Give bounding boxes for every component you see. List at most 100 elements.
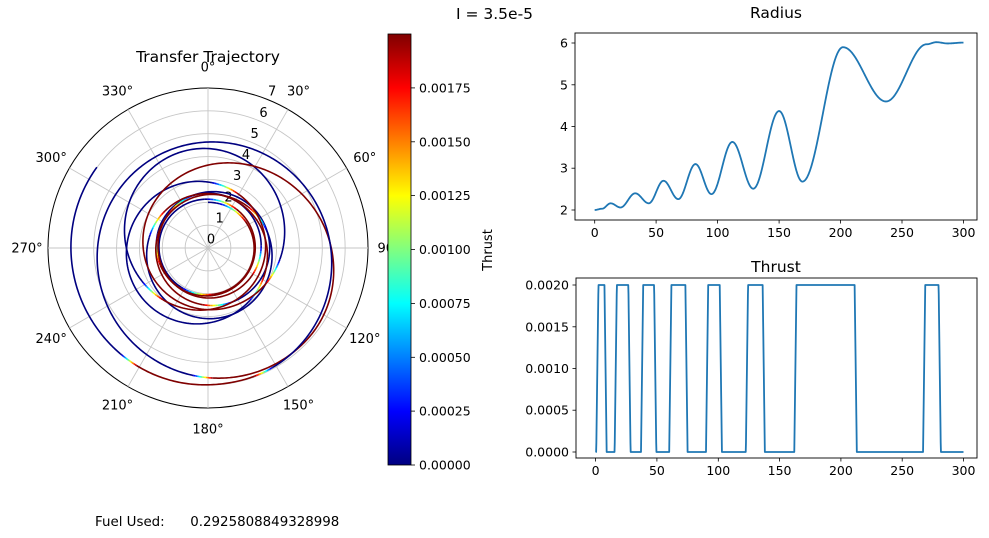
trajectory-path: [250, 296, 254, 300]
polar-trajectory-plot: 012345670°30°60°90°120°150°180°210°240°2…: [11, 61, 400, 438]
x-tick-label: 100: [706, 463, 730, 478]
trajectory-path: [254, 266, 258, 270]
x-tick-label: 50: [649, 463, 665, 478]
trajectory-path: [270, 366, 274, 369]
trajectory-path: [221, 184, 225, 187]
thrust-plot-title: Thrust: [751, 258, 801, 276]
trajectory-path: [157, 216, 161, 220]
radius-series-line: [594, 41, 964, 211]
trajectory-path: [263, 225, 267, 229]
trajectory-path: [145, 285, 149, 289]
y-tick-label: 0.0000: [525, 445, 569, 460]
trajectory-path: [150, 229, 153, 233]
polar-spoke: [69, 247, 209, 329]
trajectory-path: [230, 188, 234, 192]
trajectory-path: [256, 288, 260, 292]
trajectory-path: [183, 287, 187, 291]
trajectory-path: [232, 189, 236, 193]
trajectory-path: [213, 220, 255, 296]
colorbar-gradient-rect: [387, 33, 412, 466]
trajectory-path: [224, 204, 229, 208]
polar-radial-tick-label: 4: [242, 148, 250, 163]
trajectory-path: [259, 219, 263, 223]
trajectory-path: [261, 221, 264, 225]
trajectory-path: [131, 362, 135, 365]
trajectory-path: [260, 281, 263, 285]
trajectory-path: [151, 290, 154, 294]
trajectory-path: [144, 284, 148, 287]
y-tick-label: 2: [560, 203, 568, 218]
colorbar-tick-label: 0.00000: [419, 458, 471, 473]
trajectory-path: [258, 283, 262, 287]
trajectory-path: [158, 296, 162, 300]
trajectory-path: [265, 281, 268, 285]
trajectory-path: [126, 358, 129, 361]
y-tick-label: 4: [560, 119, 568, 134]
trajectory-path: [247, 206, 251, 210]
y-tick-label: 3: [560, 161, 568, 176]
trajectory-path: [222, 303, 226, 306]
trajectory-path: [221, 200, 225, 204]
trajectory-path: [247, 299, 251, 303]
trajectory-path: [234, 210, 238, 214]
polar-spoke: [207, 109, 289, 249]
trajectory-path: [157, 257, 160, 261]
trajectory-path: [226, 202, 230, 206]
trajectory-path: [256, 263, 259, 268]
trajectory-path: [121, 354, 124, 357]
trajectory-path: [174, 204, 178, 208]
polar-spoke: [69, 167, 209, 249]
trajectory-path: [266, 279, 270, 283]
trajectory-path: [160, 297, 164, 301]
trajectory-path: [127, 359, 131, 362]
trajectory-path: [147, 287, 151, 291]
trajectory-path: [232, 208, 236, 212]
x-tick-label: 250: [890, 225, 914, 240]
polar-angle-tick-label: 180°: [192, 423, 223, 438]
trajectory-path: [162, 210, 166, 214]
trajectory-path: [257, 258, 261, 262]
trajectory-path: [178, 200, 182, 204]
trajectory-path: [264, 228, 268, 232]
trajectory-path: [207, 201, 217, 204]
trajectory-path: [185, 196, 189, 200]
trajectory-path: [96, 141, 333, 376]
trajectory-path: [227, 205, 231, 209]
summary-text: Fuel Used: 0.2925808849328998 Time to Or…: [95, 479, 339, 538]
trajectory-path: [136, 364, 255, 386]
trajectory-path: [278, 258, 281, 262]
polar-radial-tick-label: 6: [259, 106, 267, 121]
trajectory-path: [156, 218, 159, 222]
colorbar-tick-label: 0.00125: [419, 188, 471, 203]
x-tick-label: 50: [648, 225, 664, 240]
trajectory-path: [239, 214, 243, 218]
colorbar-tick-label: 0.00150: [419, 134, 471, 149]
trajectory-path: [261, 279, 264, 283]
trajectory-path: [236, 212, 241, 216]
trajectory-path: [152, 292, 156, 296]
trajectory-path: [223, 185, 227, 188]
trajectory-path: [269, 367, 272, 370]
trajectory-path: [258, 256, 261, 260]
trajectory-path: [142, 282, 146, 286]
trajectory-path: [133, 363, 136, 366]
trajectory-path: [134, 363, 137, 367]
trajectory-path: [176, 202, 180, 206]
trajectory-path: [183, 198, 187, 201]
trajectory-path: [123, 147, 286, 282]
polar-angle-tick-label: 240°: [36, 332, 67, 347]
thrust-colorbar: 0.00000 0.00025 0.00050 0.00075 0.00100 0.001…: [387, 33, 471, 473]
trajectory-path: [251, 209, 255, 213]
radius-plot-title: Radius: [750, 4, 802, 22]
trajectory-path: [270, 273, 274, 277]
polar-angle-tick-label: 120°: [349, 332, 380, 347]
x-tick-label: 100: [706, 225, 730, 240]
trajectory-path: [274, 267, 277, 271]
y-tick-label: 0.0015: [525, 319, 569, 334]
trajectory-path: [263, 370, 266, 373]
x-tick-label: 250: [890, 463, 914, 478]
trajectory-path: [154, 293, 158, 297]
trajectory-path: [223, 201, 228, 205]
colorbar-tick-label: 0.00025: [419, 404, 471, 419]
